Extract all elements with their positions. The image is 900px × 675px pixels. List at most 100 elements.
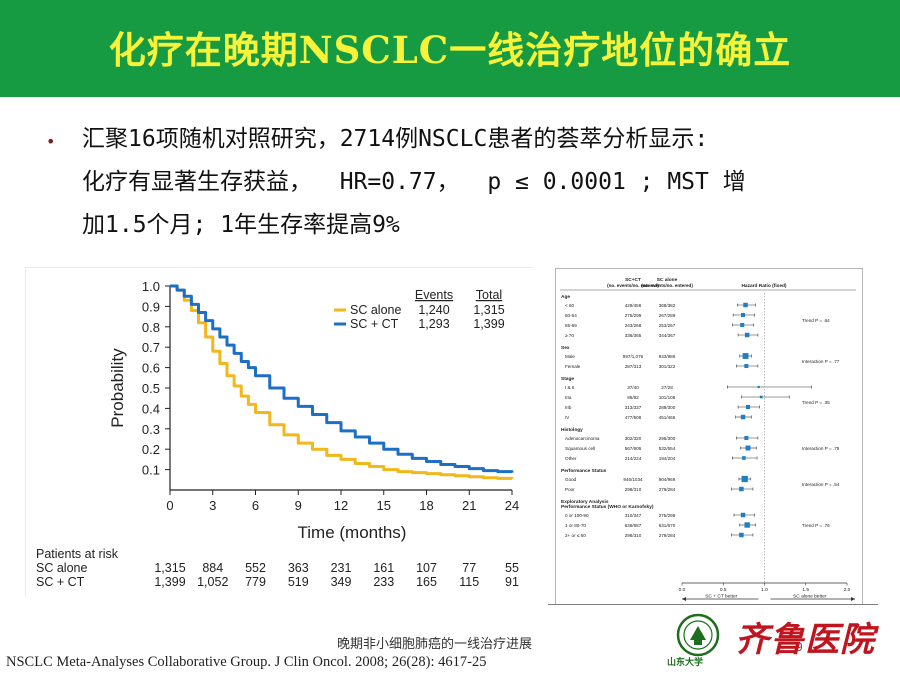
forest-row-sc: 267/289 [659, 313, 676, 318]
forest-row-label: Female [565, 364, 581, 369]
forest-row-label: < 60 [565, 303, 575, 308]
y-tick-label: 0.3 [142, 422, 160, 437]
y-tick-label: 0.9 [142, 299, 160, 314]
forest-x-tick-label: 0.0 [679, 587, 686, 593]
y-tick-label: 0.5 [142, 381, 160, 396]
forest-row-label: IIIa [565, 395, 572, 400]
forest-col-header-sc: SC alone [657, 277, 678, 283]
y-tick-label: 0.7 [142, 340, 160, 355]
forest-group-note: Interaction P = .75 [802, 446, 840, 451]
forest-row-label: 0 or 100-90 [565, 513, 589, 518]
forest-row-label: ≥ 70 [565, 333, 574, 338]
forest-row-sc: 253/267 [659, 323, 676, 328]
footer-caption: 晚期非小细胞肺癌的一线治疗进展 [337, 637, 533, 652]
forest-row-sc: 933/986 [659, 354, 676, 359]
forest-group-note: Trend P = .35 [802, 400, 830, 405]
legend-total-value: 1,399 [473, 317, 504, 331]
forest-row-ct: 298/310 [625, 487, 642, 492]
forest-col-header-hr: Hazard Ratio (fixed) [741, 283, 786, 289]
legend-series-name: SC alone [350, 303, 401, 317]
risk-row-value: 231 [331, 561, 352, 575]
forest-row-label: IV [565, 415, 570, 420]
risk-row-label: SC + CT [36, 575, 85, 589]
forest-row-label: Good [565, 477, 577, 482]
forest-favours-left-arrowhead [682, 597, 686, 601]
risk-table-header: Patients at risk [36, 547, 119, 561]
forest-row-label: Squamous cell [565, 446, 595, 451]
forest-row-sc: 101/106 [659, 395, 676, 400]
forest-group-note: Trend P = .76 [802, 523, 830, 528]
x-tick-label: 15 [377, 498, 391, 513]
forest-point-box [744, 435, 749, 441]
y-tick-label: 0.8 [142, 320, 160, 335]
forest-group-note: Trend P = .64 [802, 318, 830, 323]
risk-row-value: 233 [373, 575, 394, 589]
forest-chart-svg: SC+CT(no. events/no. entered)SC alone(no… [560, 277, 856, 601]
forest-row-sc: 289/300 [659, 405, 676, 410]
forest-point-box [744, 522, 750, 528]
risk-row-value: 115 [459, 575, 479, 589]
forest-row-sc: 279/284 [659, 487, 676, 492]
km-chart-svg: 0.1 0.2 0.3 0.4 0.5 0.6 0.7 0.8 0.9 1.0 0 3 6 9 12 15 18… [36, 279, 519, 589]
legend-header-events: Events [415, 288, 453, 302]
forest-row-sc: 301/322 [659, 364, 676, 369]
forest-row-sc: 532/554 [659, 446, 676, 451]
forest-row-ct: 214/224 [625, 456, 642, 461]
series-line-sc-ct [170, 284, 514, 474]
bullet-text: 汇聚16项随机对照研究，2714例NSCLC患者的荟萃分析显示: 化疗有显著生存… [82, 118, 872, 247]
forest-row-ct: 477/508 [625, 415, 642, 420]
legend-events-value: 1,293 [418, 317, 449, 331]
forest-row-sc: 279/284 [659, 533, 676, 538]
slide-title: 化疗在晚期NSCLC一线治疗地位的确立 [108, 28, 792, 72]
forest-group-note: Interaction P = .77 [802, 359, 840, 364]
forest-point-box [740, 322, 745, 328]
forest-point-box [741, 475, 748, 483]
forest-point-box [759, 395, 763, 399]
forest-row-ct: 302/320 [625, 436, 642, 441]
forest-row-label: IIIb [565, 405, 572, 410]
page-number: 9 [796, 640, 803, 654]
forest-row-ct: 997/1,076 [623, 354, 644, 359]
forest-point-box [741, 312, 746, 318]
legend-series-name: SC + CT [350, 317, 399, 331]
forest-row-sc: 368/382 [659, 303, 676, 308]
legend-events-value: 1,240 [418, 303, 449, 317]
x-tick-label: 3 [209, 498, 216, 513]
forest-row-label: Poor [565, 487, 575, 492]
y-tick-label: 1.0 [142, 279, 160, 294]
hospital-logo-text: 齐鲁医院 [735, 620, 875, 660]
forest-row-label: 60-64 [565, 313, 577, 318]
forest-group-heading: Exploratory Analysis [561, 499, 609, 505]
risk-row-value: 1,052 [197, 575, 228, 589]
forest-point-box [742, 353, 749, 359]
x-tick-label: 18 [419, 498, 433, 513]
risk-row-value: 1,399 [154, 575, 185, 589]
bullet-line-1: 汇聚16项随机对照研究，2714例NSCLC患者的荟萃分析显示: [82, 126, 709, 152]
legend-total-value: 1,315 [473, 303, 504, 317]
risk-row-value: 91 [505, 575, 519, 589]
forest-row-label: I & II [565, 385, 574, 390]
forest-group-note: Interaction P = .54 [802, 482, 840, 487]
forest-row-ct: 86/92 [627, 395, 639, 400]
x-tick-label: 24 [505, 498, 519, 513]
forest-row-ct: 429/456 [625, 303, 642, 308]
bullet-marker: • [46, 132, 56, 151]
forest-group-heading: Age [561, 294, 570, 300]
risk-row-value: 884 [202, 561, 223, 575]
y-axis-title: Probability [108, 348, 127, 428]
bullet-line-2: 化疗有显著生存获益， HR=0.77， p ≤ 0.0001 ; MST 增 [82, 169, 746, 195]
forest-row-label: 2+ or ≤ 60 [565, 533, 586, 538]
citation: NSCLC Meta-Analyses Collaborative Group.… [6, 654, 487, 670]
forest-x-tick-label: 1.5 [802, 587, 809, 593]
forest-group-heading: Histology [561, 427, 583, 433]
forest-row-label: Male [565, 354, 575, 359]
forest-row-label: Adenocarcinoma [565, 436, 600, 441]
legend-header-total: Total [476, 288, 502, 302]
university-seal-logo [676, 613, 720, 657]
forest-row-ct: 287/313 [625, 364, 642, 369]
forest-row-sc: 275/299 [659, 513, 676, 518]
risk-row-value: 363 [288, 561, 309, 575]
forest-row-ct: 243/268 [625, 323, 642, 328]
forest-row-label: 65-69 [565, 323, 577, 328]
forest-favours-right-label: SC alone better [793, 594, 827, 600]
